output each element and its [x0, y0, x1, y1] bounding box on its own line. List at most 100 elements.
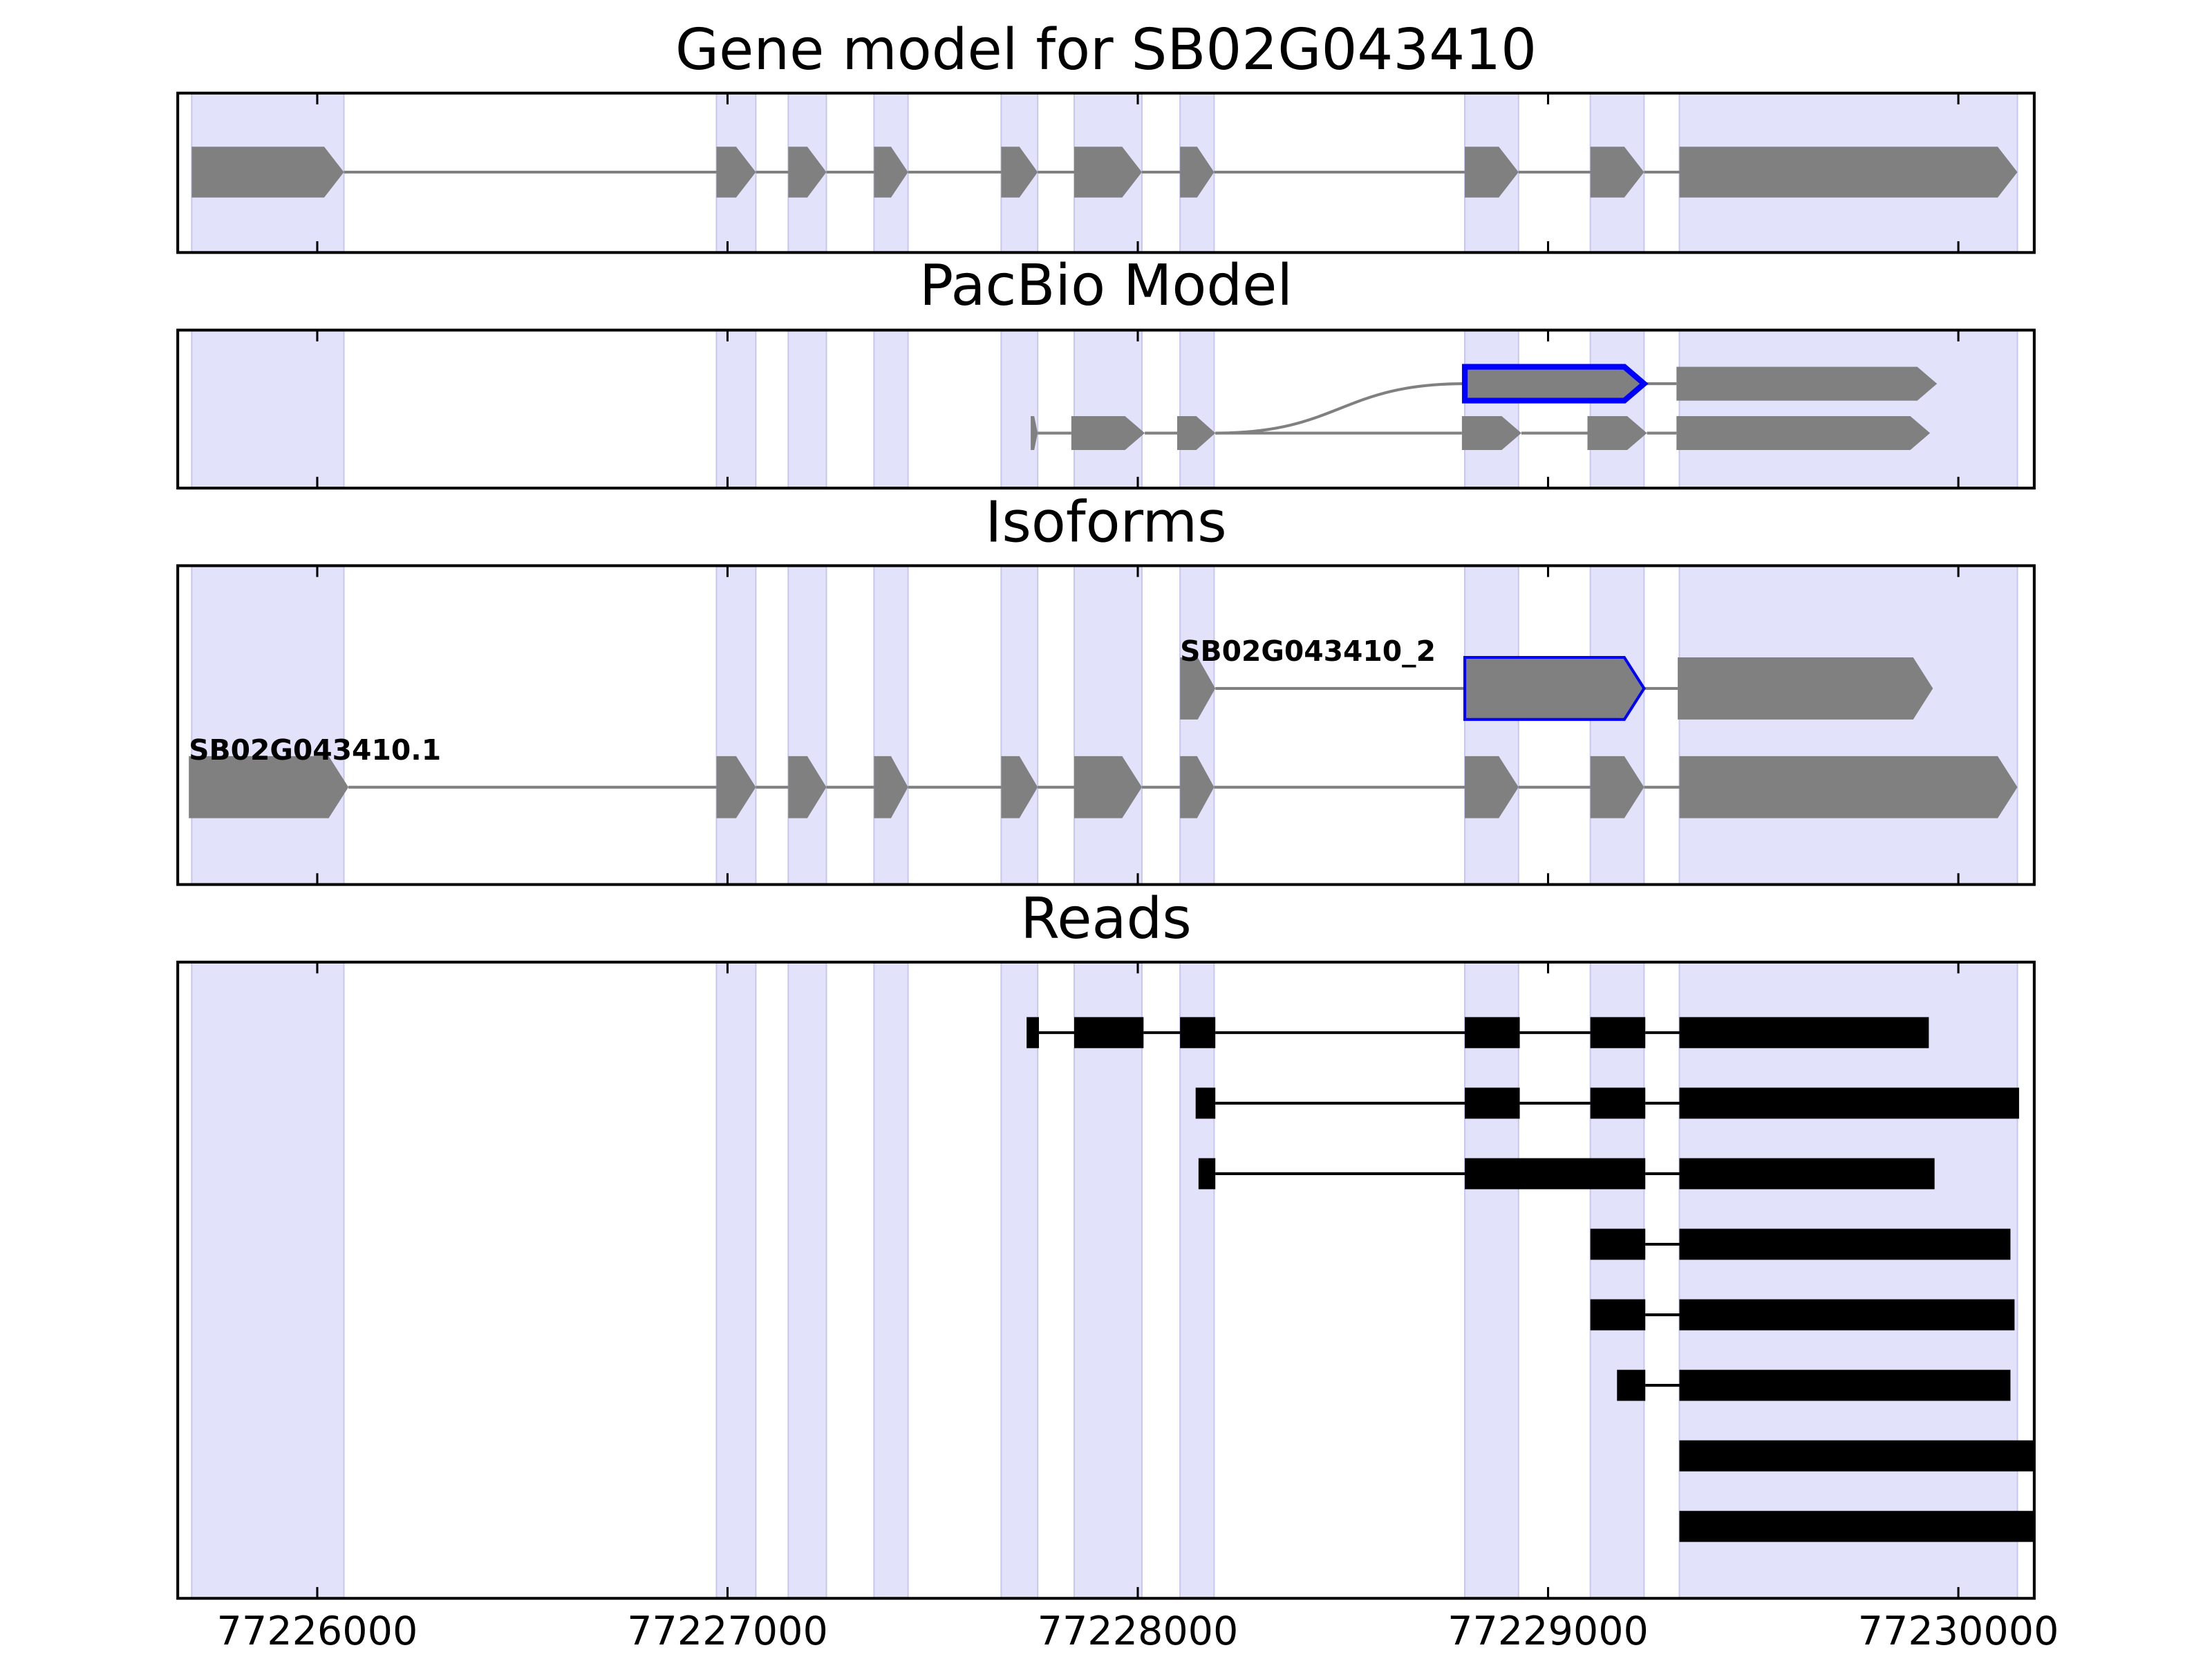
exon: [189, 756, 349, 818]
read-block: [1198, 1158, 1216, 1190]
exon-band: [1678, 330, 2018, 489]
exon-band: [1073, 962, 1143, 1599]
exon: [1001, 756, 1038, 818]
panel-title: PacBio Model: [919, 253, 1293, 319]
x-tick-label: 77228000: [1038, 1609, 1239, 1654]
exon: [1587, 416, 1647, 451]
exon: [1071, 416, 1145, 451]
panel-frame: [176, 564, 2036, 886]
read-block: [1679, 1228, 2011, 1260]
panel-frame: [176, 91, 2036, 254]
exon-band: [1678, 962, 2018, 1599]
exon: [1590, 756, 1644, 818]
x-tick-label: 77229000: [1447, 1609, 1649, 1654]
exon-band: [1678, 565, 2018, 885]
exon: [1177, 416, 1216, 451]
exon-band: [873, 962, 909, 1599]
exon-band: [1589, 565, 1645, 885]
panel-title: Gene model for SB02G043410: [675, 17, 1537, 83]
exon: [1679, 147, 2018, 198]
read-block: [1679, 1017, 1929, 1049]
exon-band: [1179, 330, 1215, 489]
isoform-label: SB02G043410.1: [189, 733, 441, 767]
exon-band: [873, 565, 909, 885]
isoform-label: SB02G043410_2: [1180, 635, 1436, 668]
exon: [1590, 147, 1644, 198]
read-block: [1027, 1017, 1039, 1049]
x-tick-label: 77227000: [627, 1609, 828, 1654]
exon-band: [1000, 565, 1039, 885]
exon-band: [1464, 565, 1519, 885]
exon: [191, 147, 344, 198]
exon-band: [715, 962, 757, 1599]
read-block: [1617, 1369, 1646, 1401]
exon: [1001, 147, 1038, 198]
exon: [1180, 147, 1215, 198]
exon: [874, 147, 908, 198]
read-block: [1679, 1158, 1935, 1190]
exon-band: [191, 565, 345, 885]
read-block: [1074, 1017, 1144, 1049]
read-block: [1465, 1087, 1520, 1119]
read-block: [1590, 1299, 1646, 1331]
exon-band: [787, 330, 827, 489]
exon: [716, 147, 756, 198]
exon-band: [1179, 565, 1215, 885]
exon-band: [715, 330, 757, 489]
exon: [1180, 756, 1215, 818]
x-tick-label: 77226000: [217, 1609, 418, 1654]
exon-band: [715, 565, 757, 885]
exon: [1180, 657, 1216, 720]
panel: [191, 93, 2018, 253]
exon: [716, 756, 756, 818]
exon-band: [1073, 330, 1143, 489]
exon: [1074, 147, 1142, 198]
exon-band: [1179, 962, 1215, 1599]
read-block: [1195, 1087, 1216, 1119]
exon-band: [1589, 330, 1645, 489]
read-block: [1465, 1017, 1520, 1049]
exon: [1461, 364, 1649, 404]
exon: [1676, 366, 1938, 401]
read-block: [1679, 1510, 2034, 1542]
panel: [191, 330, 2018, 489]
read-block: [1180, 1017, 1216, 1049]
read-block: [1679, 1087, 2019, 1119]
exon-band: [1073, 565, 1143, 885]
exon: [1465, 147, 1519, 198]
read-block: [1590, 1017, 1646, 1049]
exon-band: [1000, 962, 1039, 1599]
read-block: [1679, 1369, 2011, 1401]
exon: [874, 756, 908, 818]
exon: [1463, 655, 1646, 721]
exon-band: [1589, 962, 1645, 1599]
exon-band: [787, 565, 827, 885]
exon: [1679, 756, 2018, 818]
exon: [1031, 416, 1038, 451]
exon: [1074, 756, 1142, 818]
x-tick-label: 77230000: [1858, 1609, 2059, 1654]
exon-band: [1464, 330, 1519, 489]
splice-curve: [1215, 382, 1465, 435]
exon: [1465, 756, 1519, 818]
exon: [1461, 416, 1521, 451]
exon-band: [1464, 962, 1519, 1599]
exon-band: [1000, 330, 1039, 489]
read-block: [1679, 1299, 2015, 1331]
exon-band: [787, 962, 827, 1599]
exon-band: [191, 330, 345, 489]
panel: [189, 565, 2018, 885]
exon-band: [191, 962, 345, 1599]
exon-band: [873, 330, 909, 489]
exon: [1678, 657, 1933, 720]
exon: [788, 756, 827, 818]
panel-title: Reads: [1020, 886, 1192, 952]
read-block: [1679, 1440, 2034, 1472]
panel-frame: [176, 960, 2036, 1600]
panel-frame: [176, 328, 2036, 490]
read-block: [1465, 1158, 1646, 1190]
panel-title: Isoforms: [985, 490, 1226, 556]
read-block: [1590, 1228, 1646, 1260]
read-block: [1590, 1087, 1646, 1119]
